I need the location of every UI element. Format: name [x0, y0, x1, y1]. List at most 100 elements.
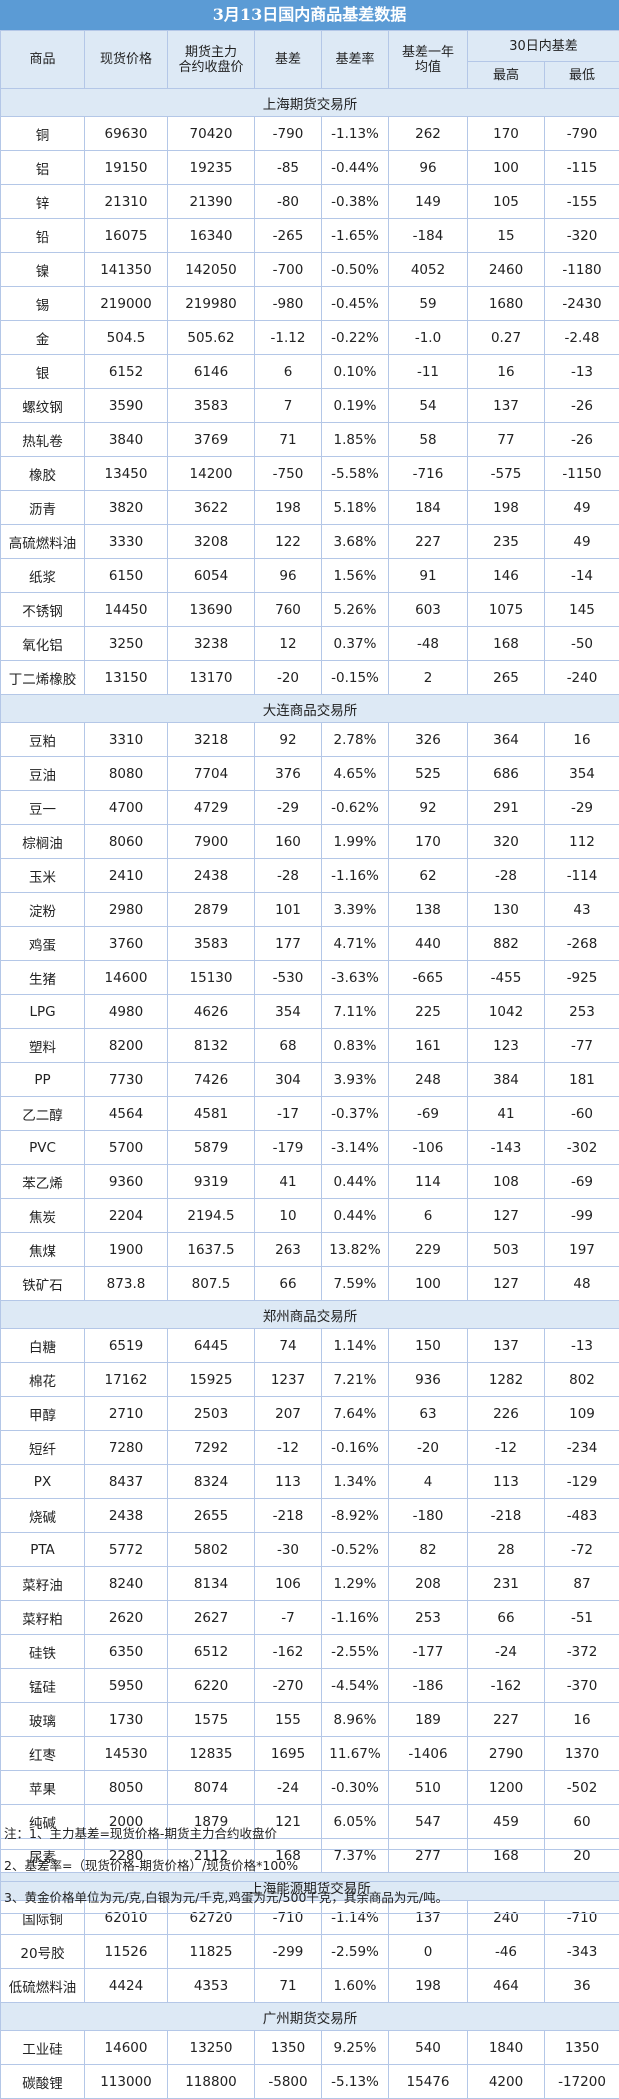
futures-price-cell: 2503	[168, 1397, 255, 1431]
commodity-cell: 纸浆	[1, 559, 85, 593]
futures-price-cell: 3622	[168, 491, 255, 525]
spot-price-cell: 3330	[85, 525, 168, 559]
year-average-cell: 150	[389, 1329, 468, 1363]
spot-price-cell: 21310	[85, 185, 168, 219]
commodity-cell: PVC	[1, 1131, 85, 1165]
basis-cell: 122	[255, 525, 322, 559]
low-30d-cell: 49	[545, 525, 619, 559]
high-30d-cell: 170	[468, 117, 545, 151]
note-2: 2、基差率=（现货价格-期货价格）/现货价格*100%	[0, 1850, 619, 1882]
high-30d-cell: 503	[468, 1233, 545, 1267]
basis-rate-cell: -3.14%	[322, 1131, 389, 1165]
year-average-cell: 96	[389, 151, 468, 185]
commodity-cell: 氧化铝	[1, 627, 85, 661]
year-average-cell: -69	[389, 1097, 468, 1131]
basis-rate-cell: -0.22%	[322, 321, 389, 355]
basis-rate-cell: 0.19%	[322, 389, 389, 423]
basis-rate-cell: -1.16%	[322, 859, 389, 893]
section-title: 广州期货交易所	[1, 2003, 619, 2031]
header-year-avg-line1: 基差一年	[389, 45, 467, 60]
futures-price-cell: 13250	[168, 2031, 255, 2065]
spot-price-cell: 2410	[85, 859, 168, 893]
futures-price-cell: 21390	[168, 185, 255, 219]
year-average-cell: 184	[389, 491, 468, 525]
futures-price-cell: 7292	[168, 1431, 255, 1465]
year-average-cell: -180	[389, 1499, 468, 1533]
high-30d-cell: 41	[468, 1097, 545, 1131]
low-30d-cell: 253	[545, 995, 619, 1029]
spot-price-cell: 504.5	[85, 321, 168, 355]
spot-price-cell: 13450	[85, 457, 168, 491]
commodity-cell: 铅	[1, 219, 85, 253]
low-30d-cell: -925	[545, 961, 619, 995]
basis-rate-cell: -5.58%	[322, 457, 389, 491]
futures-price-cell: 2627	[168, 1601, 255, 1635]
spot-price-cell: 14530	[85, 1737, 168, 1771]
year-average-cell: 149	[389, 185, 468, 219]
low-30d-cell: -99	[545, 1199, 619, 1233]
commodity-cell: 锡	[1, 287, 85, 321]
spot-price-cell: 4564	[85, 1097, 168, 1131]
futures-price-cell: 6445	[168, 1329, 255, 1363]
basis-cell: -5800	[255, 2065, 322, 2099]
high-30d-cell: 235	[468, 525, 545, 559]
futures-price-cell: 4581	[168, 1097, 255, 1131]
basis-cell: 10	[255, 1199, 322, 1233]
basis-rate-cell: 0.44%	[322, 1199, 389, 1233]
low-30d-cell: 109	[545, 1397, 619, 1431]
futures-price-cell: 3769	[168, 423, 255, 457]
commodity-cell: 螺纹钢	[1, 389, 85, 423]
basis-cell: -218	[255, 1499, 322, 1533]
high-30d-cell: 127	[468, 1199, 545, 1233]
basis-rate-cell: -0.50%	[322, 253, 389, 287]
notes: 注：1、主力基差=现货价格-期货主力合约收盘价 2、基差率=（现货价格-期货价格…	[0, 1818, 619, 1914]
low-30d-cell: -72	[545, 1533, 619, 1567]
year-average-cell: 62	[389, 859, 468, 893]
basis-rate-cell: 11.67%	[322, 1737, 389, 1771]
spot-price-cell: 3590	[85, 389, 168, 423]
spot-price-cell: 7280	[85, 1431, 168, 1465]
high-30d-cell: 66	[468, 1601, 545, 1635]
basis-rate-cell: 13.82%	[322, 1233, 389, 1267]
high-30d-cell: 364	[468, 723, 545, 757]
page-title: 3月13日国内商品基差数据	[0, 0, 619, 30]
section-header-row: 上海期货交易所	[1, 89, 619, 117]
low-30d-cell: -60	[545, 1097, 619, 1131]
futures-price-cell: 505.62	[168, 321, 255, 355]
futures-price-cell: 11825	[168, 1935, 255, 1969]
high-30d-cell: 231	[468, 1567, 545, 1601]
commodity-cell: 玻璃	[1, 1703, 85, 1737]
commodity-cell: 棕榈油	[1, 825, 85, 859]
commodity-cell: 工业硅	[1, 2031, 85, 2065]
high-30d-cell: 226	[468, 1397, 545, 1431]
basis-cell: 106	[255, 1567, 322, 1601]
basis-cell: 198	[255, 491, 322, 525]
high-30d-cell: 0.27	[468, 321, 545, 355]
year-average-cell: 170	[389, 825, 468, 859]
commodity-cell: 铝	[1, 151, 85, 185]
basis-cell: -530	[255, 961, 322, 995]
year-average-cell: 54	[389, 389, 468, 423]
header-basis-rate: 基差率	[322, 31, 389, 89]
year-average-cell: 936	[389, 1363, 468, 1397]
basis-rate-cell: 3.68%	[322, 525, 389, 559]
year-average-cell: 603	[389, 593, 468, 627]
commodity-cell: 豆一	[1, 791, 85, 825]
futures-price-cell: 118800	[168, 2065, 255, 2099]
low-30d-cell: -69	[545, 1165, 619, 1199]
header-30day-basis: 30日内基差	[468, 31, 619, 62]
basis-rate-cell: 3.39%	[322, 893, 389, 927]
basis-cell: 1350	[255, 2031, 322, 2065]
